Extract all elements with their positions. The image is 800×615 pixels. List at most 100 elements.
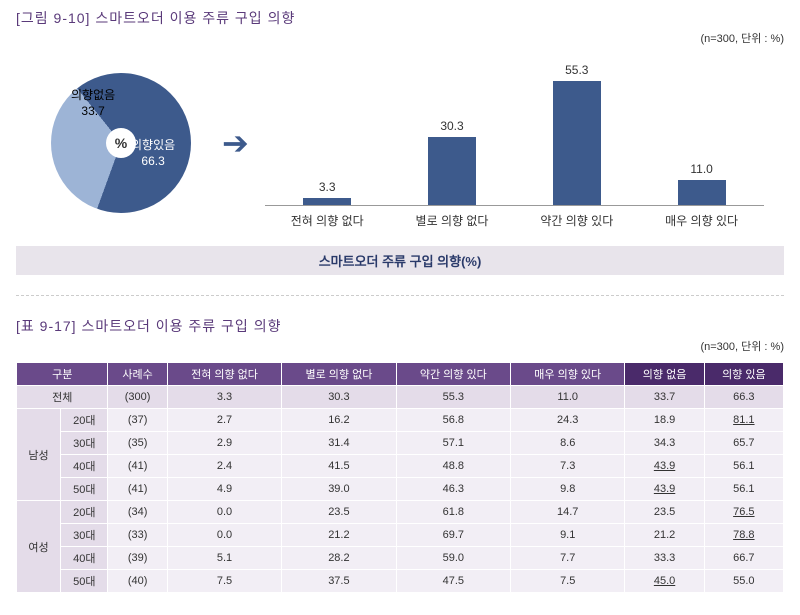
table-cell: (41)	[108, 478, 167, 501]
chart-area: % 의향없음33.7의향있음66.3 ➔ 3.3 30.3 55.3 11.0 전혀 …	[16, 54, 784, 228]
table-cell: 33.3	[625, 547, 704, 570]
table-cell: (37)	[108, 409, 167, 432]
table-row: 50대(41)4.939.046.39.843.956.1	[17, 478, 784, 501]
table-cell: 21.2	[282, 524, 396, 547]
table-cell: 16.2	[282, 409, 396, 432]
table-cell: (39)	[108, 547, 167, 570]
bar-value: 11.0	[690, 162, 712, 176]
pie-slice-label: 의향있음66.3	[131, 138, 175, 169]
bar	[303, 198, 351, 205]
chart-banner: 스마트오더 주류 구입 의향(%)	[16, 246, 784, 275]
row-group-header: 남성	[17, 409, 61, 501]
bar-col: 30.3	[392, 119, 512, 205]
table-cell: (33)	[108, 524, 167, 547]
table-cell: (34)	[108, 501, 167, 524]
table-cell: 23.5	[625, 501, 704, 524]
table-row: 30대(35)2.931.457.18.634.365.7	[17, 432, 784, 455]
table-cell: 48.8	[396, 455, 510, 478]
bar-value: 30.3	[440, 119, 463, 133]
th-n: 사례수	[108, 363, 167, 386]
table-cell: 78.8	[704, 524, 783, 547]
row-header: 전체	[17, 386, 108, 409]
table-cell: 5.1	[167, 547, 281, 570]
table-cell: 37.5	[282, 570, 396, 593]
bar-category-label: 약간 의향 있다	[517, 212, 637, 229]
th-neg: 의향 없음	[625, 363, 704, 386]
table-row: 50대(40)7.537.547.57.545.055.0	[17, 570, 784, 593]
bar-value: 3.3	[319, 180, 336, 194]
table-cell: 7.7	[511, 547, 625, 570]
table-cell: 31.4	[282, 432, 396, 455]
table-cell: 2.7	[167, 409, 281, 432]
table-cell: 21.2	[625, 524, 704, 547]
row-group-header: 여성	[17, 501, 61, 593]
table-cell: 59.0	[396, 547, 510, 570]
table-cell: 14.7	[511, 501, 625, 524]
table-title: [표 9-17] 스마트오더 이용 주류 구입 의향	[16, 316, 784, 336]
bar	[678, 180, 726, 205]
th-pos: 의향 있음	[704, 363, 783, 386]
table-cell: 3.3	[167, 386, 281, 409]
table-cell: 56.1	[704, 455, 783, 478]
table-cell: (41)	[108, 455, 167, 478]
table-cell: 56.8	[396, 409, 510, 432]
bar-category-label: 전혀 의향 없다	[267, 212, 387, 229]
table-cell: 57.1	[396, 432, 510, 455]
table-cell: 4.9	[167, 478, 281, 501]
table-cell: 45.0	[625, 570, 704, 593]
table-cell: 55.3	[396, 386, 510, 409]
row-age: 50대	[61, 570, 108, 593]
bar-category-label: 매우 의향 있다	[642, 212, 762, 229]
bar-col: 3.3	[267, 180, 387, 205]
row-age: 40대	[61, 455, 108, 478]
table-cell: 23.5	[282, 501, 396, 524]
bar-chart: 3.3 30.3 55.3 11.0 전혀 의향 없다 별로 의향 없다 약간 의향 있다…	[265, 58, 764, 228]
section-divider	[16, 295, 784, 296]
table-cell: 34.3	[625, 432, 704, 455]
row-age: 40대	[61, 547, 108, 570]
table-cell: 18.9	[625, 409, 704, 432]
pie-chart: % 의향없음33.7의향있음66.3	[36, 58, 206, 228]
arrow-icon: ➔	[222, 124, 249, 162]
data-table: 구분 사례수 전혀 의향 없다 별로 의향 없다 약간 의향 있다 매우 의향 …	[16, 362, 784, 593]
bar	[553, 81, 601, 205]
table-cell: (300)	[108, 386, 167, 409]
table-row: 여성20대(34)0.023.561.814.723.576.5	[17, 501, 784, 524]
figure-meta: (n=300, 단위 : %)	[16, 30, 784, 46]
table-cell: 0.0	[167, 524, 281, 547]
table-cell: 46.3	[396, 478, 510, 501]
th-c3: 약간 의향 있다	[396, 363, 510, 386]
table-cell: 8.6	[511, 432, 625, 455]
bar-col: 55.3	[517, 63, 637, 205]
table-cell: 7.5	[167, 570, 281, 593]
table-cell: 11.0	[511, 386, 625, 409]
row-age: 20대	[61, 409, 108, 432]
table-cell: 65.7	[704, 432, 783, 455]
row-age: 30대	[61, 524, 108, 547]
table-cell: 66.7	[704, 547, 783, 570]
table-cell: 43.9	[625, 478, 704, 501]
table-meta: (n=300, 단위 : %)	[16, 338, 784, 354]
table-cell: 2.4	[167, 455, 281, 478]
table-cell: 43.9	[625, 455, 704, 478]
bar-col: 11.0	[642, 162, 762, 205]
table-cell: 33.7	[625, 386, 704, 409]
table-cell: 9.1	[511, 524, 625, 547]
table-cell: 2.9	[167, 432, 281, 455]
th-c4: 매우 의향 있다	[511, 363, 625, 386]
table-cell: (40)	[108, 570, 167, 593]
row-age: 50대	[61, 478, 108, 501]
th-group: 구분	[17, 363, 108, 386]
table-cell: 30.3	[282, 386, 396, 409]
table-cell: 24.3	[511, 409, 625, 432]
table-cell: 56.1	[704, 478, 783, 501]
row-age: 20대	[61, 501, 108, 524]
table-cell: 69.7	[396, 524, 510, 547]
table-cell: 28.2	[282, 547, 396, 570]
table-cell: 9.8	[511, 478, 625, 501]
bar-category-label: 별로 의향 없다	[392, 212, 512, 229]
table-cell: 7.5	[511, 570, 625, 593]
table-cell: 55.0	[704, 570, 783, 593]
table-cell: (35)	[108, 432, 167, 455]
table-row: 전체(300)3.330.355.311.033.766.3	[17, 386, 784, 409]
